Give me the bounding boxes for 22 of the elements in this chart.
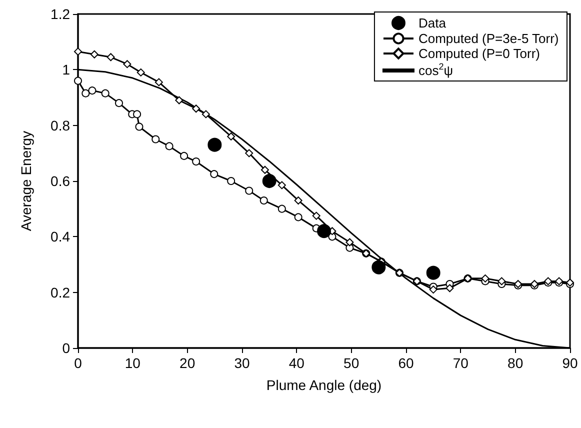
- x-tick-label: 90: [562, 355, 578, 371]
- y-axis-title: Average Energy: [18, 130, 34, 232]
- x-tick-label: 40: [288, 355, 305, 371]
- legend-label: Data: [418, 16, 447, 30]
- x-tick-label: 70: [452, 355, 469, 371]
- x-tick-label: 30: [234, 355, 250, 371]
- x-tick-label: 0: [74, 355, 82, 371]
- legend-label: Computed (P=0 Torr): [418, 46, 540, 61]
- y-tick-label: 0: [62, 340, 70, 356]
- y-tick-label: 1: [62, 62, 70, 78]
- y-tick-label: 0.2: [50, 284, 70, 300]
- x-tick-label: 10: [124, 355, 141, 371]
- y-tick-label: 0.6: [50, 173, 70, 189]
- x-tick-label: 60: [398, 355, 414, 371]
- legend-label: Computed (P=3e-5 Torr): [418, 31, 559, 46]
- y-tick-label: 0.8: [50, 117, 70, 134]
- x-axis-title: Plume Angle (deg): [266, 377, 382, 393]
- y-tick-label: 0.4: [50, 228, 70, 245]
- x-tick-label: 80: [508, 355, 524, 371]
- y-tick-label: 1.2: [50, 6, 70, 22]
- x-tick-label: 50: [344, 355, 360, 371]
- x-tick-label: 20: [180, 355, 196, 371]
